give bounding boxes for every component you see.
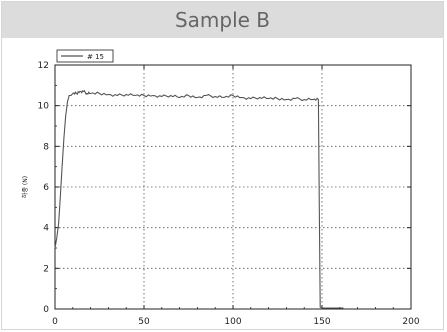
- x-tick-label: 50: [138, 317, 150, 327]
- axes: 0 50 100 150 200 0 2 4 6 8 10 12: [38, 61, 420, 327]
- y-tick-label: 10: [38, 102, 50, 112]
- x-tick-label: 100: [224, 317, 241, 327]
- x-tick-label: 150: [313, 317, 330, 327]
- legend: # 15: [56, 49, 114, 63]
- legend-box: [56, 49, 114, 63]
- y-tick-label: 8: [43, 142, 49, 152]
- grid-lines: [55, 65, 411, 309]
- legend-label: # 15: [87, 53, 104, 61]
- line-chart: 0 50 100 150 200 0 2 4 6 8 10 12 하중 (N) # 15: [21, 49, 420, 327]
- panel-title: Sample B: [174, 8, 271, 32]
- x-tick-label: 0: [52, 317, 58, 327]
- y-tick-label: 4: [43, 224, 49, 234]
- panel-header: Sample B: [2, 2, 443, 38]
- x-tick-label: 200: [402, 317, 419, 327]
- y-tick-label: 0: [43, 305, 49, 315]
- y-axis-label: 하중 (N): [21, 176, 29, 198]
- y-tick-label: 6: [43, 183, 49, 193]
- series-group: [54, 89, 344, 309]
- y-tick-label: 12: [38, 61, 49, 71]
- series-line: [54, 89, 344, 309]
- y-tick-label: 2: [43, 264, 49, 274]
